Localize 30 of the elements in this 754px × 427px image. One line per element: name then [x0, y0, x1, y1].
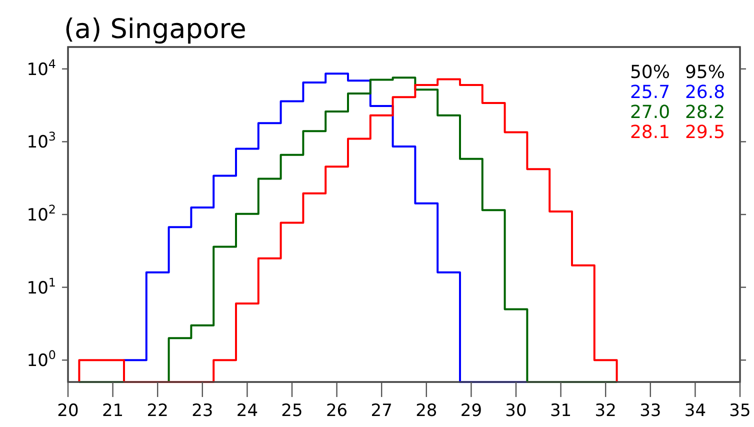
- x-tick-label: 29: [460, 401, 482, 421]
- y-tick-label: 10$^{3}$: [26, 130, 56, 153]
- x-tick-label: 27: [370, 401, 392, 421]
- y-tick-label: 10$^{2}$: [26, 202, 56, 226]
- x-tick-label: 21: [102, 401, 124, 421]
- x-tick-label: 33: [640, 401, 662, 421]
- x-tick-label: 32: [594, 401, 616, 421]
- annotation: 25.7: [630, 82, 670, 103]
- x-tick-label: 34: [684, 401, 706, 421]
- x-tick-label: 35: [729, 401, 751, 421]
- annotation: 28.1: [630, 122, 670, 143]
- annotation: 29.5: [684, 122, 726, 143]
- x-tick-label: 24: [236, 401, 258, 421]
- x-tick-label: 25: [281, 401, 303, 421]
- annotation: 95%: [684, 62, 726, 83]
- x-tick-label: 28: [416, 401, 438, 421]
- annotation: 50%: [630, 62, 670, 83]
- chart-title: (a) Singapore: [64, 14, 246, 45]
- y-tick-label: 10$^{1}$: [26, 275, 56, 298]
- annotation: 28.2: [684, 102, 726, 123]
- x-tick-label: 31: [550, 401, 572, 421]
- y-tick-label: 10$^{0}$: [26, 348, 56, 372]
- annotation: 27.0: [630, 102, 670, 123]
- x-tick-label: 30: [505, 401, 527, 421]
- x-tick-label: 23: [192, 401, 214, 421]
- x-tick-label: 20: [57, 401, 79, 421]
- annotation: 26.8: [684, 82, 726, 103]
- x-tick-label: 26: [326, 401, 348, 421]
- x-tick-label: 22: [146, 401, 168, 421]
- y-tick-label: 10$^{4}$: [26, 56, 56, 80]
